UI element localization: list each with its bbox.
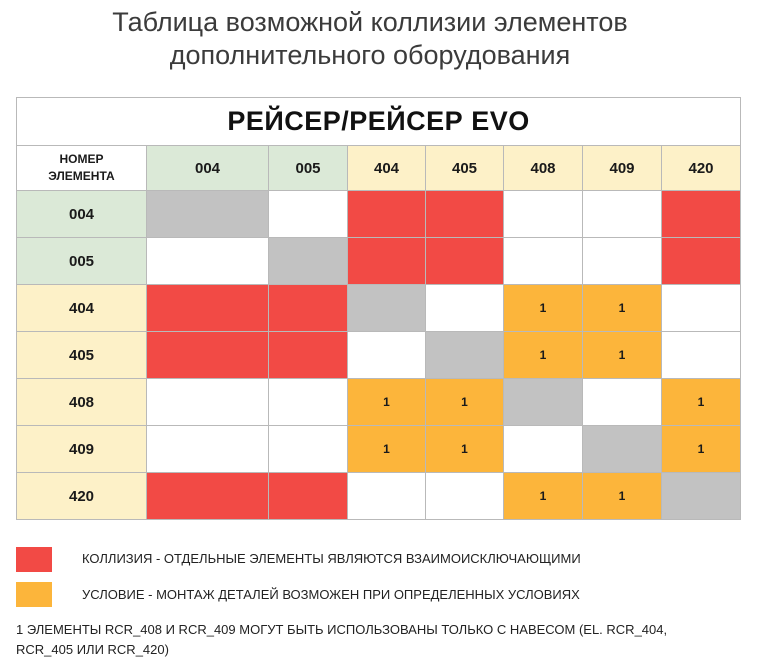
column-header-409: 409 <box>582 145 662 191</box>
cell-005-405 <box>425 237 504 285</box>
column-header-408: 408 <box>503 145 583 191</box>
cell-420-409: 1 <box>582 472 662 520</box>
cell-004-405 <box>425 190 504 238</box>
cell-409-005 <box>268 425 348 473</box>
cell-005-004 <box>146 237 269 285</box>
cell-420-005 <box>268 472 348 520</box>
row-header-409: 409 <box>16 425 147 473</box>
cell-004-409 <box>582 190 662 238</box>
title-line-2: дополнительного оборудования <box>169 40 571 70</box>
cell-409-409 <box>582 425 662 473</box>
cell-405-005 <box>268 331 348 379</box>
cell-409-420: 1 <box>660 425 742 473</box>
cell-420-004 <box>146 472 269 520</box>
page-title: Таблица возможной коллизии элементов доп… <box>0 6 740 72</box>
cell-409-004 <box>146 425 269 473</box>
cell-405-004 <box>146 331 269 379</box>
row-header-404: 404 <box>16 284 147 332</box>
column-header-row: НОМЕР ЭЛЕМЕНТА 004 005 404 405 408 409 420 <box>16 145 742 191</box>
cell-408-004 <box>146 378 269 426</box>
cell-404-408: 1 <box>503 284 583 332</box>
row-header-420: 420 <box>16 472 147 520</box>
row-header-005: 005 <box>16 237 147 285</box>
table-row: 005 <box>16 237 742 285</box>
cell-408-408 <box>503 378 583 426</box>
row-header-004: 004 <box>16 190 147 238</box>
cell-004-420 <box>660 190 742 238</box>
corner-line-2: ЭЛЕМЕНТА <box>48 169 115 183</box>
footnote-line-2: RCR_405 ИЛИ RCR_420) <box>16 642 169 657</box>
table-row: 409 1 1 1 <box>16 425 742 473</box>
cell-405-409: 1 <box>582 331 662 379</box>
cell-409-404: 1 <box>347 425 426 473</box>
title-line-1: Таблица возможной коллизии элементов <box>112 7 628 37</box>
cell-404-004 <box>146 284 269 332</box>
cell-420-404 <box>347 472 426 520</box>
cell-005-420 <box>660 237 742 285</box>
table-row: 404 1 1 <box>16 284 742 332</box>
cell-405-405 <box>425 331 504 379</box>
table-row: 420 1 1 <box>16 472 742 520</box>
cell-004-005 <box>268 190 348 238</box>
cell-408-420: 1 <box>660 378 742 426</box>
cell-005-408 <box>503 237 583 285</box>
cell-405-408: 1 <box>503 331 583 379</box>
cell-005-005 <box>268 237 348 285</box>
cell-409-408 <box>503 425 583 473</box>
cell-409-405: 1 <box>425 425 504 473</box>
cell-408-405: 1 <box>425 378 504 426</box>
cell-408-404: 1 <box>347 378 426 426</box>
footnote-line-1: 1 ЭЛЕМЕНТЫ RCR_408 И RCR_409 МОГУТ БЫТЬ … <box>16 622 668 637</box>
cell-404-005 <box>268 284 348 332</box>
cell-408-409 <box>582 378 662 426</box>
cell-004-408 <box>503 190 583 238</box>
table-row: 408 1 1 1 <box>16 378 742 426</box>
cell-420-420 <box>660 472 742 520</box>
cell-004-404 <box>347 190 426 238</box>
cell-005-404 <box>347 237 426 285</box>
footnote: 1 ЭЛЕМЕНТЫ RCR_408 И RCR_409 МОГУТ БЫТЬ … <box>16 620 778 660</box>
cell-405-420 <box>660 331 742 379</box>
legend-collision-text: КОЛЛИЗИЯ - ОТДЕЛЬНЫЕ ЭЛЕМЕНТЫ ЯВЛЯЮТСЯ В… <box>82 551 581 566</box>
cell-420-405 <box>425 472 504 520</box>
row-header-408: 408 <box>16 378 147 426</box>
column-header-404: 404 <box>347 145 426 191</box>
collision-table: РЕЙСЕР/РЕЙСЕР EVO НОМЕР ЭЛЕМЕНТА 004 005 4… <box>15 97 742 520</box>
cell-404-404 <box>347 284 426 332</box>
cell-420-408: 1 <box>503 472 583 520</box>
legend-condition-text: УСЛОВИЕ - МОНТАЖ ДЕТАЛЕЙ ВОЗМОЖЕН ПРИ ОП… <box>82 587 580 602</box>
cell-408-005 <box>268 378 348 426</box>
table-row: 004 <box>16 190 742 238</box>
column-header-004: 004 <box>146 145 269 191</box>
cell-005-409 <box>582 237 662 285</box>
row-header-405: 405 <box>16 331 147 379</box>
cell-404-420 <box>660 284 742 332</box>
cell-404-409: 1 <box>582 284 662 332</box>
legend-collision-swatch <box>16 547 52 572</box>
column-header-420: 420 <box>660 145 742 191</box>
table-row: 405 1 1 <box>16 331 742 379</box>
column-header-005: 005 <box>268 145 348 191</box>
table-banner: РЕЙСЕР/РЕЙСЕР EVO <box>15 97 742 146</box>
corner-header: НОМЕР ЭЛЕМЕНТА <box>16 145 147 191</box>
legend-condition-swatch <box>16 582 52 607</box>
cell-405-404 <box>347 331 426 379</box>
column-header-405: 405 <box>425 145 504 191</box>
cell-404-405 <box>425 284 504 332</box>
cell-004-004 <box>146 190 269 238</box>
corner-line-1: НОМЕР <box>59 152 104 166</box>
